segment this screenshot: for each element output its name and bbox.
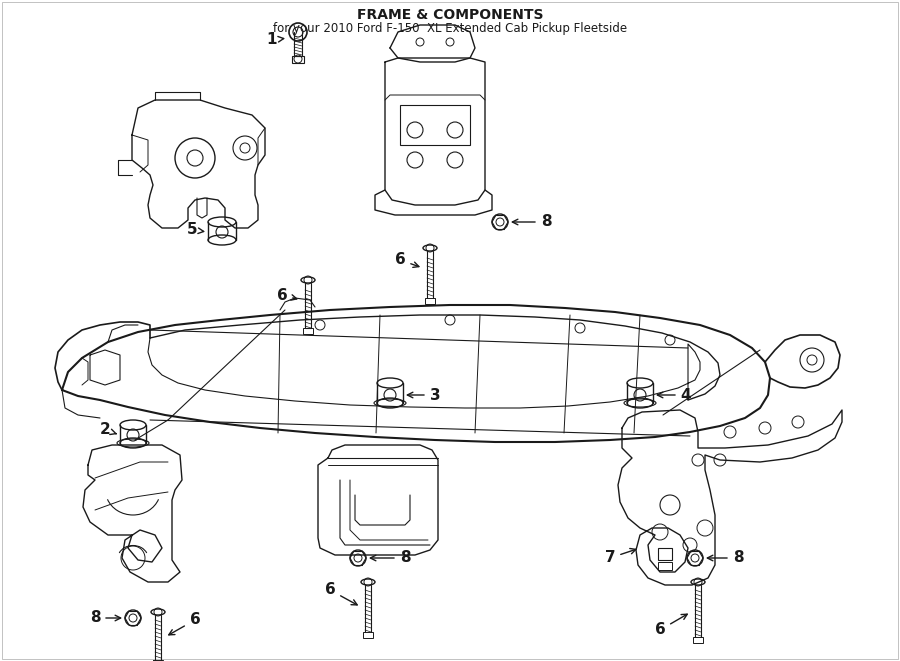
Text: 1: 1 xyxy=(266,32,284,48)
Bar xyxy=(693,637,703,643)
Text: for your 2010 Ford F-150  XL Extended Cab Pickup Fleetside: for your 2010 Ford F-150 XL Extended Cab… xyxy=(273,22,627,35)
Text: 8: 8 xyxy=(512,215,552,229)
Bar xyxy=(658,548,672,560)
Bar xyxy=(363,632,373,638)
Text: 8: 8 xyxy=(707,551,743,566)
Text: 6: 6 xyxy=(276,288,297,303)
Bar xyxy=(400,105,470,145)
Bar xyxy=(292,56,304,63)
Text: 6: 6 xyxy=(394,253,418,268)
Bar xyxy=(658,562,672,570)
Text: 6: 6 xyxy=(654,614,688,637)
Bar xyxy=(425,298,435,304)
Text: 4: 4 xyxy=(657,387,691,403)
Text: 6: 6 xyxy=(169,613,201,635)
Text: 7: 7 xyxy=(605,549,636,566)
Text: 6: 6 xyxy=(325,582,357,605)
Text: 3: 3 xyxy=(408,387,440,403)
Bar xyxy=(303,328,313,334)
Text: 2: 2 xyxy=(100,422,116,438)
Text: 8: 8 xyxy=(90,611,121,625)
Text: 8: 8 xyxy=(370,551,410,566)
Text: 5: 5 xyxy=(186,223,203,237)
Bar xyxy=(153,660,163,661)
Text: FRAME & COMPONENTS: FRAME & COMPONENTS xyxy=(356,8,544,22)
